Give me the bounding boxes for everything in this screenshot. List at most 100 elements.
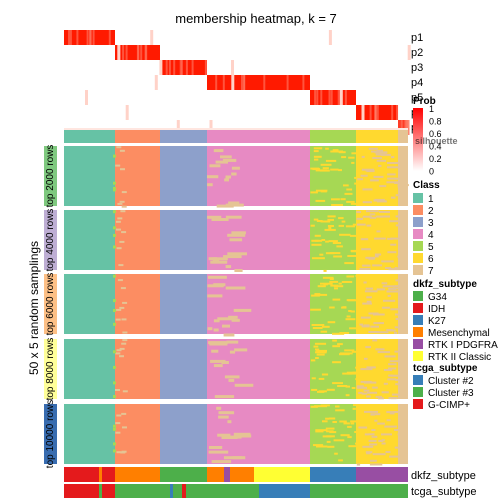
membership-cell — [332, 332, 345, 335]
membership-cell — [228, 378, 235, 382]
membership-cell — [375, 255, 379, 258]
membership-cell — [388, 287, 397, 290]
membership-cell — [346, 188, 353, 191]
membership-cell — [337, 343, 343, 346]
membership-cell — [395, 224, 406, 227]
prob-cell — [108, 30, 111, 45]
membership-cell — [115, 318, 121, 321]
membership-cell — [378, 397, 384, 400]
prob-legend-tick: 0.8 — [429, 117, 442, 127]
membership-cell — [225, 215, 242, 219]
membership-cell — [362, 188, 373, 191]
membership-cell — [386, 329, 393, 331]
membership-cell — [363, 389, 370, 392]
membership-cell — [234, 269, 243, 272]
membership-cell — [363, 324, 370, 327]
membership-cell — [395, 285, 406, 288]
membership-cell — [370, 325, 379, 328]
prob-cell — [86, 30, 89, 45]
prob-legend-tick: 0.4 — [429, 142, 442, 152]
membership-cell — [325, 427, 335, 430]
prob-cell — [215, 75, 218, 90]
membership-cell — [398, 146, 408, 206]
membership-cell — [390, 308, 403, 311]
membership-cell — [383, 382, 388, 385]
prob-cell — [185, 60, 188, 75]
membership-cell — [120, 210, 126, 213]
membership-cell — [372, 386, 378, 389]
membership-cell — [213, 328, 219, 332]
tcga-subtype-cell — [259, 484, 310, 498]
membership-cell — [349, 327, 361, 330]
membership-cell — [347, 436, 352, 439]
membership-cell — [369, 216, 377, 219]
membership-cell — [334, 452, 338, 455]
prob-row-label: p4 — [411, 77, 423, 89]
membership-cell — [315, 199, 326, 202]
membership-cell — [233, 432, 251, 436]
membership-cell — [207, 284, 224, 288]
tcga-subtype-cell — [182, 484, 186, 498]
membership-cell — [329, 431, 337, 434]
membership-cell — [387, 177, 396, 180]
membership-cell — [369, 443, 378, 446]
membership-cell — [322, 420, 328, 423]
membership-cell — [116, 146, 122, 149]
prob-cell — [69, 30, 72, 45]
prob-cell — [369, 105, 372, 120]
membership-cell — [323, 283, 328, 286]
membership-cell — [326, 440, 331, 443]
membership-cell — [160, 210, 207, 270]
membership-cell — [317, 285, 326, 288]
membership-cell — [376, 230, 381, 233]
membership-cell — [381, 442, 386, 445]
membership-cell — [361, 392, 367, 395]
dkfz-subtype-cell — [254, 467, 310, 482]
membership-cell — [354, 431, 368, 433]
membership-cell — [369, 463, 383, 466]
membership-cell — [207, 339, 310, 399]
membership-cell — [387, 173, 396, 176]
membership-cell — [217, 433, 231, 437]
membership-cell — [322, 167, 329, 170]
prob-cell — [209, 120, 213, 135]
membership-cell — [386, 411, 396, 414]
membership-cell — [334, 287, 338, 290]
tcga-legend-label: G-CIMP+ — [428, 400, 470, 411]
membership-cell — [341, 156, 347, 159]
prob-cell — [361, 105, 365, 120]
membership-cell — [381, 433, 392, 436]
tcga-legend-label: Cluster #3 — [428, 388, 474, 399]
dkfz-legend-label: RTK II Classic — [428, 352, 491, 363]
membership-cell — [375, 348, 385, 351]
membership-cell — [327, 225, 334, 227]
membership-cell — [386, 290, 400, 293]
membership-cell — [338, 282, 342, 285]
membership-cell — [216, 406, 222, 410]
dkfz-legend-swatch — [413, 327, 423, 337]
membership-cell — [343, 184, 349, 187]
class-bar-segment — [310, 130, 356, 143]
membership-cell — [211, 218, 229, 221]
membership-cell — [346, 200, 355, 203]
membership-cell — [345, 318, 356, 321]
membership-cell — [335, 405, 340, 408]
membership-cell — [378, 440, 384, 442]
membership-cell — [345, 385, 350, 388]
tcga-subtype-cell — [173, 484, 182, 498]
membership-cell — [376, 331, 389, 334]
membership-cell — [364, 290, 378, 293]
class-bar-segment — [160, 130, 207, 143]
membership-cell — [313, 147, 323, 150]
membership-cell — [340, 434, 350, 437]
membership-cell — [344, 192, 353, 195]
membership-cell — [363, 281, 367, 284]
membership-cell — [356, 217, 363, 220]
membership-cell — [313, 218, 319, 221]
membership-cell — [311, 239, 319, 242]
membership-cell — [119, 347, 125, 350]
membership-cell — [383, 299, 396, 302]
membership-cell — [225, 286, 246, 290]
membership-cell — [310, 224, 315, 227]
membership-cell — [375, 215, 384, 218]
